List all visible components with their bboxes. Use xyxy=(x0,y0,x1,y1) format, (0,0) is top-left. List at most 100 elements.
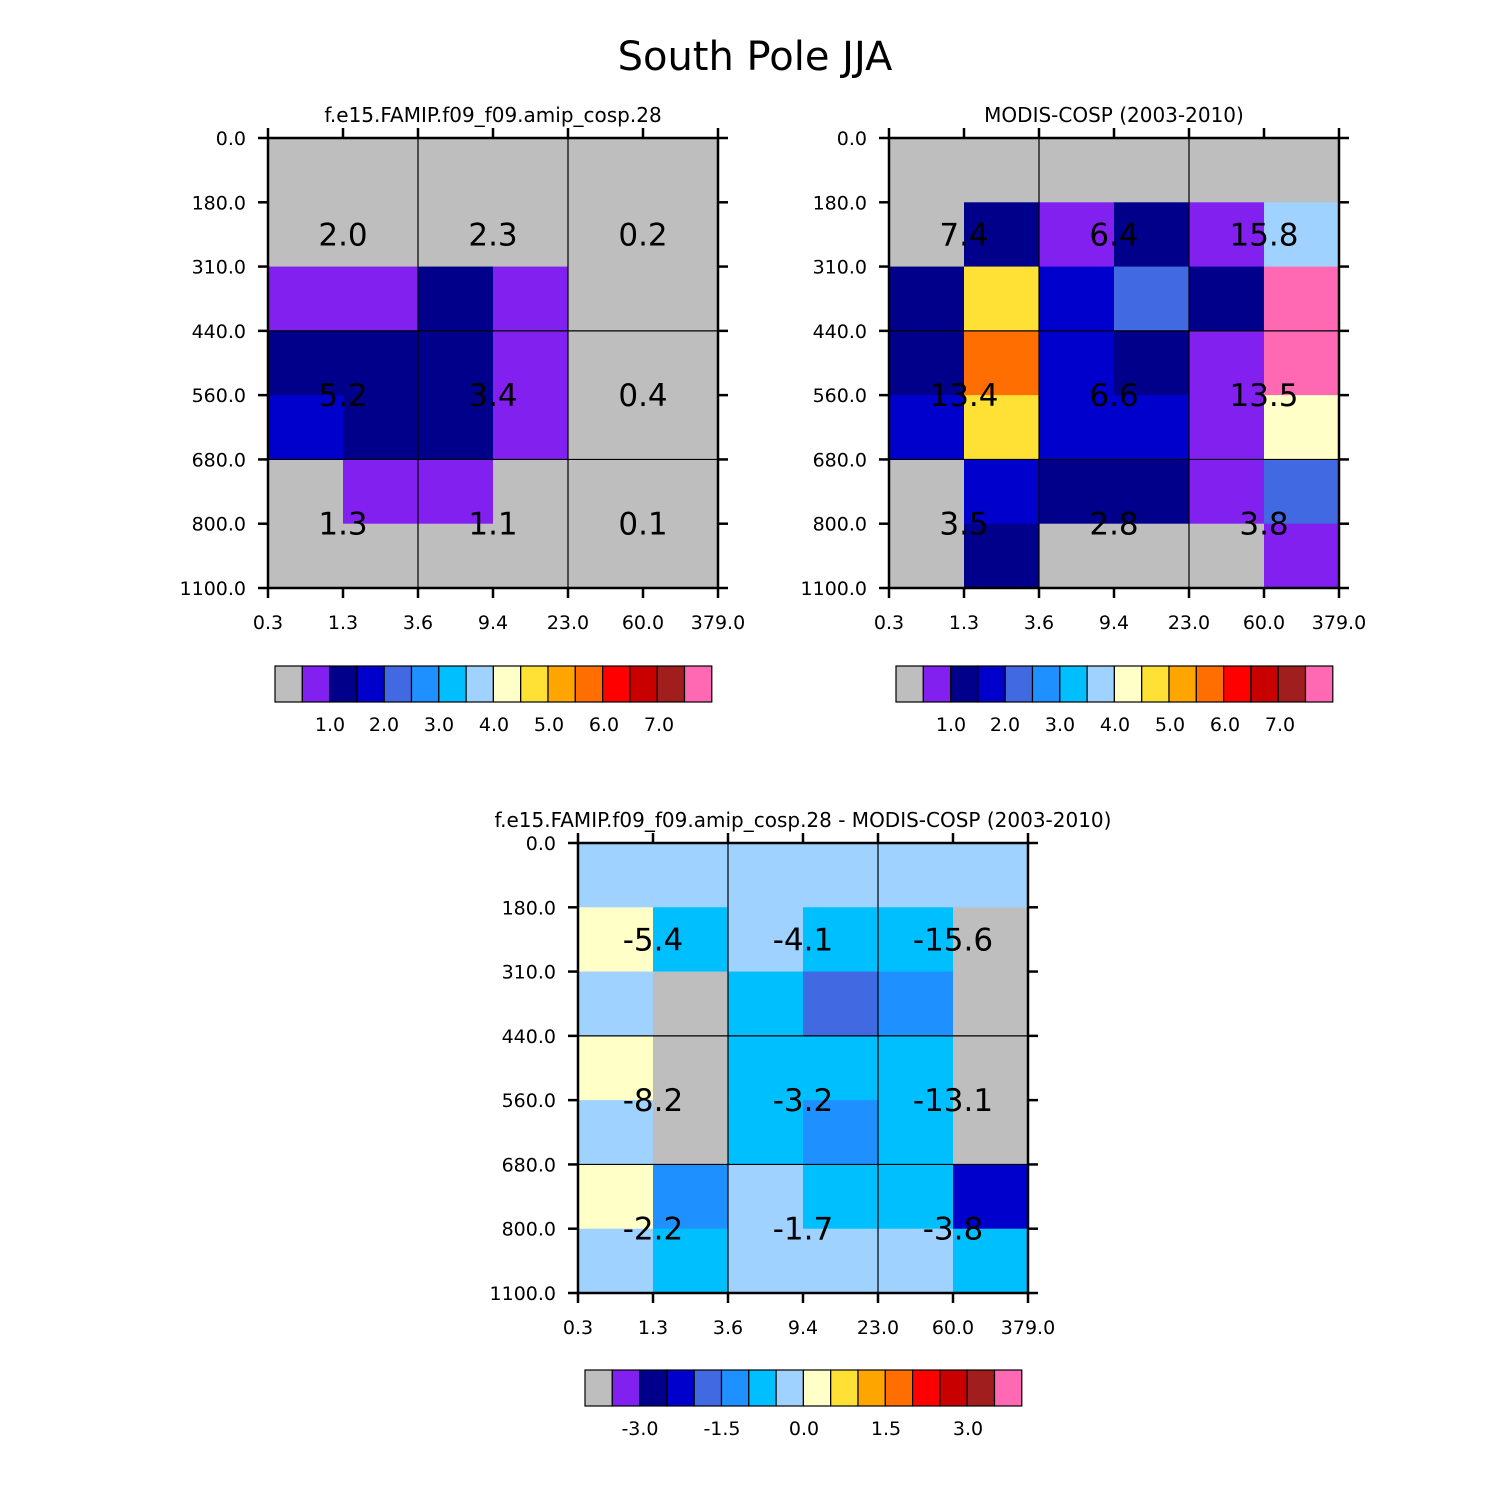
heatmap-cell xyxy=(653,843,729,908)
heatmap-cell xyxy=(1189,266,1265,332)
heatmap-cell xyxy=(653,971,729,1037)
colorbar-label: 1.0 xyxy=(936,714,966,736)
heatmap-cell xyxy=(493,459,569,525)
heatmap-cell xyxy=(1189,395,1265,461)
colorbar-label: 6.0 xyxy=(1210,714,1240,736)
colorbar-swatch xyxy=(492,665,522,703)
colorbar-swatch xyxy=(329,665,358,703)
heatmap-cell xyxy=(268,266,344,332)
heatmap-cell xyxy=(1039,523,1115,589)
group-value-label: 7.4 xyxy=(939,217,988,253)
heatmap-cell xyxy=(953,1164,1029,1230)
group-value-label: 3.4 xyxy=(468,378,517,414)
heatmap-cell xyxy=(964,459,1040,525)
heatmap-cell xyxy=(268,202,344,268)
y-tick-label: 560.0 xyxy=(192,385,246,407)
heatmap-cell xyxy=(878,1100,954,1166)
group-value-label: 1.3 xyxy=(318,507,367,543)
heatmap-cell xyxy=(964,523,1040,589)
colorbar-swatch xyxy=(410,665,440,703)
colorbar-swatch xyxy=(1031,665,1061,703)
y-tick-label: 440.0 xyxy=(502,1026,556,1048)
y-tick-label: 800.0 xyxy=(502,1219,556,1241)
colorbar-swatch xyxy=(666,1369,695,1407)
heatmap-cell xyxy=(1264,266,1340,332)
colorbar-swatch xyxy=(939,1369,968,1407)
heatmap-cell xyxy=(653,1164,729,1230)
heatmap-cell xyxy=(418,523,494,589)
heatmap-cell xyxy=(889,330,965,396)
colorbar-swatch xyxy=(520,665,549,703)
heatmap-cell xyxy=(343,523,419,589)
group-value-label: -1.7 xyxy=(773,1212,834,1248)
heatmap-cell xyxy=(803,971,879,1037)
y-tick-label: 1100.0 xyxy=(490,1283,556,1305)
heatmap-cell xyxy=(578,1100,654,1166)
heatmap-cell xyxy=(1114,330,1190,396)
group-value-label: 3.5 xyxy=(939,507,988,543)
colorbar-swatch xyxy=(611,1369,641,1407)
colorbar-label: 3.0 xyxy=(953,1418,983,1440)
heatmap-cell xyxy=(493,266,569,332)
heatmap-cell xyxy=(418,138,494,203)
group-value-label: 2.8 xyxy=(1089,507,1138,543)
y-tick-label: 180.0 xyxy=(813,192,867,214)
colorbar-label: 1.5 xyxy=(871,1418,901,1440)
heatmap-cell xyxy=(953,1100,1029,1166)
heatmap-cell xyxy=(728,1228,804,1294)
group-value-label: 6.6 xyxy=(1089,378,1138,414)
heatmap-cell xyxy=(568,523,644,589)
heatmap-cell xyxy=(1189,459,1265,525)
heatmap-cell xyxy=(803,1100,879,1166)
heatmap-cell xyxy=(643,330,719,396)
group-value-label: -15.6 xyxy=(913,922,993,958)
heatmap-cell xyxy=(953,1035,1029,1101)
heatmap-cell xyxy=(964,266,1040,332)
colorbar-swatch xyxy=(775,1369,804,1407)
y-tick-label: 440.0 xyxy=(813,321,867,343)
heatmap-cell xyxy=(268,523,344,589)
heatmap-cell xyxy=(418,330,494,396)
heatmap-cell xyxy=(578,907,654,973)
heatmap-cell xyxy=(643,138,719,203)
heatmap-cell xyxy=(1114,266,1190,332)
colorbar-swatch xyxy=(1168,665,1197,703)
heatmap-cell xyxy=(268,330,344,396)
heatmap-cell xyxy=(578,843,654,908)
x-tick-label: 379.0 xyxy=(1001,1317,1055,1339)
heatmap-cell xyxy=(568,395,644,461)
heatmap-cell xyxy=(964,395,1040,461)
colorbar-swatch xyxy=(1304,665,1334,703)
colorbar-swatch xyxy=(656,665,686,703)
group-value-label: 2.0 xyxy=(318,217,367,253)
colorbar-label: 2.0 xyxy=(990,714,1020,736)
x-tick-label: 3.6 xyxy=(713,1317,743,1339)
heatmap-cell xyxy=(803,907,879,973)
colorbar-swatch xyxy=(683,665,713,703)
heatmap-cell xyxy=(268,138,344,203)
colorbar-swatch xyxy=(274,665,303,703)
colorbar-swatch xyxy=(574,665,604,703)
heatmap-cell xyxy=(578,1228,654,1294)
colorbar-swatch xyxy=(830,1369,859,1407)
x-tick-label: 3.6 xyxy=(403,612,433,634)
x-tick-label: 1.3 xyxy=(328,612,358,634)
colorbar-swatch xyxy=(1113,665,1143,703)
heatmap-cell xyxy=(653,1100,729,1166)
group-value-label: 15.8 xyxy=(1229,217,1298,253)
colorbar-swatch xyxy=(584,1369,613,1407)
colorbar-swatch xyxy=(993,1369,1023,1407)
colorbar-swatch xyxy=(465,665,495,703)
heatmap-cell xyxy=(643,202,719,268)
heatmap-cell xyxy=(803,1228,879,1294)
y-tick-label: 800.0 xyxy=(813,514,867,536)
y-tick-label: 0.0 xyxy=(526,833,556,855)
heatmap-cell xyxy=(568,138,644,203)
heatmap-cell xyxy=(643,459,719,525)
heatmap-cell xyxy=(1189,138,1265,203)
heatmap-cell xyxy=(1189,523,1265,589)
heatmap-cell xyxy=(878,1228,954,1294)
heatmap-cell xyxy=(889,202,965,268)
heatmap-cell xyxy=(803,843,879,908)
